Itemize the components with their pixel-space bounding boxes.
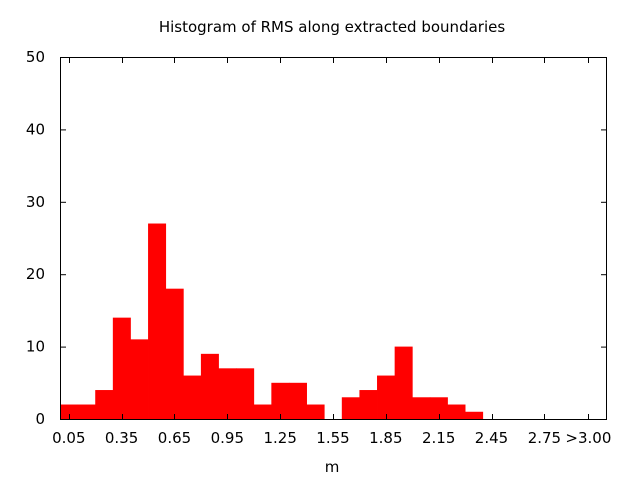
- histogram-bar: [148, 223, 167, 419]
- histogram-bar: [271, 382, 290, 419]
- histogram-bar: [253, 404, 272, 419]
- histogram-bar: [447, 404, 466, 419]
- histogram-bar: [394, 346, 413, 419]
- histogram-bar: [236, 368, 255, 419]
- y-tick-label: 0: [35, 410, 45, 428]
- x-tick-label: 1.85: [369, 429, 402, 447]
- y-tick-label: 20: [26, 265, 45, 283]
- y-tick-label: 30: [26, 193, 45, 211]
- histogram-bar: [218, 368, 237, 419]
- x-axis-tick-labels: 0.05 0.35 0.65 0.95 1.25 1.55 1.85 2.15 2.45 2.75…: [52, 429, 611, 447]
- x-tick-label: 0.65: [158, 429, 191, 447]
- histogram-bar: [60, 404, 79, 419]
- y-tick-label: 10: [26, 338, 45, 356]
- histogram-bar: [183, 375, 202, 419]
- histogram-bar: [359, 390, 378, 419]
- chart-title: Histogram of RMS along extracted boundar…: [159, 18, 506, 36]
- histogram-bar: [429, 397, 448, 419]
- histogram-bar: [200, 353, 219, 419]
- x-tick-label: 1.55: [316, 429, 349, 447]
- histogram-bar: [112, 317, 131, 419]
- x-tick-label: 0.05: [52, 429, 85, 447]
- histogram-bar: [306, 404, 325, 419]
- x-tick-label: >3.00: [565, 429, 611, 447]
- x-axis-label: m: [325, 458, 340, 476]
- plot-frame: [60, 57, 607, 420]
- x-tick-label: 2.15: [422, 429, 455, 447]
- x-tick-label: 1.25: [263, 429, 296, 447]
- y-axis-tick-labels: 0 10 20 30 40 50: [26, 48, 45, 428]
- histogram-bar: [377, 375, 396, 419]
- histogram-bars: [60, 223, 484, 419]
- x-tick-label: 0.35: [105, 429, 138, 447]
- x-tick-label: 0.95: [211, 429, 244, 447]
- histogram-bar: [130, 339, 149, 419]
- histogram-bar: [288, 382, 307, 419]
- histogram-bar: [165, 288, 184, 419]
- x-tick-label: 2.75: [528, 429, 561, 447]
- histogram-bar: [341, 397, 360, 419]
- histogram-bar: [465, 411, 484, 419]
- x-tick-label: 2.45: [475, 429, 508, 447]
- histogram-bar: [412, 397, 431, 419]
- histogram-bar: [95, 390, 114, 419]
- histogram-bar: [77, 404, 96, 419]
- y-tick-label: 50: [26, 48, 45, 66]
- y-tick-label: 40: [26, 120, 45, 138]
